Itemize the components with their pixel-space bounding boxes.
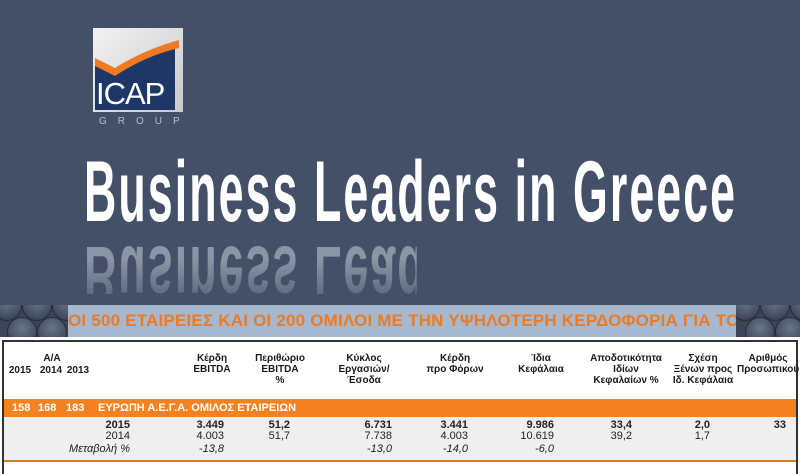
cell-margin-2015: 51,2: [268, 419, 290, 431]
rank-2014: 168: [38, 402, 57, 414]
cell-ebitda-2014: 4.003: [196, 430, 224, 442]
title-reflection-text: Business Leaders in Greece: [84, 234, 724, 294]
circle-pattern-right: [736, 305, 800, 337]
header-banner: ICAP GROUP Business Leaders in Greece Bu…: [0, 0, 800, 305]
cell-roe-2015: 33,4: [610, 419, 632, 431]
cell-pretax-change: -14,0: [442, 443, 468, 455]
logo-subtext: GROUP: [99, 116, 191, 127]
cell-revenue-2015: 6.731: [364, 419, 392, 431]
header-rank-2014: 2014: [39, 365, 63, 376]
page-title: Business Leaders in Greece: [84, 144, 738, 240]
row-label-2015: 2015: [105, 419, 130, 431]
title-reflection: Business Leaders in Greece: [84, 234, 724, 294]
rank-2013: 183: [66, 402, 85, 414]
header-ebitda: Κέρδη EBITDA: [193, 353, 231, 375]
company-name: ΕΥΡΩΠΗ Α.Ε.Γ.Α. ΟΜΙΛΟΣ ΕΤΑΙΡΕΙΩΝ: [98, 402, 297, 414]
rankings-table: Α/Α 2015 2014 2013 Κέρδη EBITDA Περιθώρι…: [2, 340, 800, 474]
cell-pretax-2015: 3.441: [440, 419, 468, 431]
circle-pattern-left: [0, 305, 68, 337]
cell-equity-2015: 9.986: [526, 419, 554, 431]
subtitle-text: ΟΙ 500 ΕΤΑΙΡΕΙΕΣ ΚΑΙ ΟΙ 200 ΟΜΙΛΟΙ ΜΕ ΤΗ…: [68, 311, 783, 330]
rank-2015: 158: [12, 402, 31, 414]
header-ebitda-margin: Περιθώριο EBITDA %: [255, 353, 305, 386]
cell-revenue-2014: 7.738: [364, 430, 392, 442]
logo-text: ICAP: [96, 76, 165, 111]
cell-revenue-change: -13,0: [366, 443, 392, 455]
cell-equity-2014: 10.619: [520, 430, 554, 442]
cell-ebitda-2015: 3.449: [196, 419, 224, 431]
header-debt-equity: Σχέση Ξένων προς Ιδ. Κεφάλαια: [672, 353, 734, 386]
header-equity: Ίδια Κεφάλαια: [518, 353, 564, 375]
cell-debt-equity-2015: 2,0: [694, 419, 710, 431]
cell-equity-change: -6,0: [535, 443, 554, 455]
logo-swoosh-icon: [95, 40, 179, 76]
header-rank-2015: 2015: [8, 365, 32, 376]
header-pretax-profit: Κέρδη προ Φόρων: [426, 353, 484, 375]
row-label-2014: 2014: [105, 430, 130, 442]
cell-margin-2014: 51,7: [268, 430, 290, 442]
subtitle-bar: [0, 305, 800, 337]
cell-pretax-2014: 4.003: [440, 430, 468, 442]
header-rank-label: Α/Α: [43, 353, 61, 364]
company-data-area: 2015 3.449 51,2 6.731 3.441 9.986 33,4 2…: [4, 417, 796, 460]
header-revenue: Κύκλος Εργασιών/ Έσοδα: [338, 353, 390, 386]
header-rank-2013: 2013: [66, 365, 90, 376]
cell-ebitda-change: -13,8: [198, 443, 224, 455]
row-divider: [4, 460, 796, 462]
cell-employees-2015: 33: [773, 419, 786, 431]
cell-debt-equity-2014: 1,7: [694, 430, 710, 442]
company-group-row[interactable]: 158 168 183 ΕΥΡΩΠΗ Α.Ε.Γ.Α. ΟΜΙΛΟΣ ΕΤΑΙΡ…: [4, 399, 796, 417]
header-roe: Αποδοτικότητα Ιδίων Κεφαλαίων %: [590, 353, 662, 386]
header-employees: Αριθμός Προσωπικού: [737, 353, 800, 375]
icap-logo: ICAP GROUP: [93, 28, 191, 127]
cell-roe-2014: 39,2: [610, 430, 632, 442]
row-label-change: Μεταβολή %: [69, 443, 130, 455]
